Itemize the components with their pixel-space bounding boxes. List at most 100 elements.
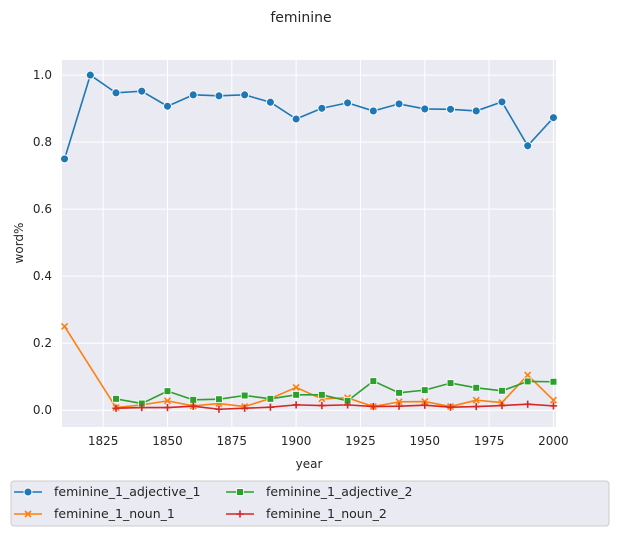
data-point [291, 114, 301, 124]
data-point [446, 379, 455, 387]
legend: feminine_1_adjective_1 feminine_1_noun_1 f… [10, 480, 610, 527]
data-point [61, 322, 69, 331]
data-point [472, 396, 480, 404]
data-point [498, 387, 506, 395]
series-line-2 [115, 380, 554, 405]
legend-label: feminine_1_noun_1 [54, 506, 175, 521]
data-point [395, 389, 403, 397]
x-tick-label: 1900 [281, 434, 312, 448]
y-tick-labels: 0.0 0.2 0.4 0.6 0.8 1.0 [33, 68, 52, 417]
x-tick-label: 1950 [410, 434, 441, 448]
data-point [138, 403, 146, 412]
data-point [549, 377, 558, 386]
data-point [548, 113, 558, 123]
data-point [292, 383, 300, 392]
legend-marker [23, 487, 33, 497]
data-point [137, 86, 147, 96]
data-point [241, 404, 249, 412]
data-point [368, 106, 378, 116]
data-point [497, 97, 507, 107]
data-point [163, 387, 172, 395]
chart-title: feminine [270, 10, 331, 26]
legend-item: feminine_1_adjective_1 [14, 484, 201, 499]
legend-marker [24, 510, 32, 518]
data-point [163, 397, 172, 405]
data-point [266, 395, 275, 403]
data-point [343, 401, 352, 409]
data-point [318, 391, 326, 399]
legend-marker [236, 510, 244, 518]
data-point [318, 401, 326, 410]
x-tick-labels: 1825 1850 1875 1900 1925 1950 1975 2000 [88, 434, 569, 448]
data-point [395, 402, 403, 410]
data-point [189, 396, 198, 404]
series-markers [60, 70, 558, 413]
plot-area [62, 60, 556, 427]
data-point [215, 395, 223, 403]
legend-item: feminine_1_adjective_2 [226, 484, 413, 499]
data-point [523, 141, 533, 151]
data-point [446, 104, 455, 114]
data-point [265, 97, 275, 107]
data-point [498, 401, 506, 410]
data-point [292, 391, 300, 399]
x-tick-label: 1975 [474, 434, 505, 448]
y-tick-label: 0.4 [33, 269, 52, 283]
data-point [472, 402, 480, 411]
data-point [214, 91, 224, 101]
data-point [189, 402, 197, 410]
data-point [369, 377, 378, 385]
data-point [240, 90, 250, 100]
data-point [60, 154, 70, 164]
x-tick-label: 1875 [217, 434, 248, 448]
data-point [421, 401, 429, 409]
data-point [421, 397, 429, 406]
data-point [163, 403, 172, 412]
data-point [188, 90, 198, 100]
legend-box [10, 480, 610, 527]
data-point [524, 371, 532, 379]
data-point [317, 103, 327, 113]
x-axis-label: year [296, 457, 323, 471]
legend-label: feminine_1_noun_2 [266, 506, 387, 521]
x-tick-label: 1925 [345, 434, 376, 448]
y-tick-label: 1.0 [33, 68, 52, 82]
data-point [369, 402, 377, 411]
y-axis-label: word% [12, 223, 26, 264]
data-point [420, 386, 429, 394]
y-tick-label: 0.6 [33, 202, 52, 216]
data-point [549, 396, 557, 404]
data-point [472, 383, 481, 392]
data-point [215, 405, 223, 413]
data-point [420, 104, 430, 114]
data-point [394, 99, 404, 109]
data-point [85, 70, 95, 80]
data-point [240, 391, 249, 400]
x-tick-label: 1850 [152, 434, 183, 448]
y-tick-label: 0.0 [33, 403, 52, 417]
y-tick-label: 0.2 [33, 336, 52, 350]
data-point [524, 400, 532, 408]
data-point [163, 101, 172, 111]
data-point [471, 106, 481, 116]
data-point [266, 403, 275, 411]
legend-marker [236, 488, 244, 496]
x-tick-label: 2000 [538, 434, 569, 448]
legend-label: feminine_1_adjective_2 [266, 484, 413, 499]
legend-label: feminine_1_adjective_1 [54, 484, 201, 499]
data-point [549, 402, 558, 410]
data-point [446, 403, 455, 411]
data-point [112, 395, 120, 403]
data-point [292, 401, 300, 409]
legend-item: feminine_1_noun_1 [14, 506, 175, 521]
data-point [523, 377, 532, 386]
series-line-3 [116, 403, 554, 411]
legend-item: feminine_1_noun_2 [226, 506, 387, 521]
data-point [343, 98, 353, 108]
x-tick-label: 1825 [88, 434, 119, 448]
y-tick-label: 0.8 [33, 135, 52, 149]
data-point [112, 404, 120, 412]
data-point [395, 398, 403, 406]
grid [62, 60, 556, 427]
